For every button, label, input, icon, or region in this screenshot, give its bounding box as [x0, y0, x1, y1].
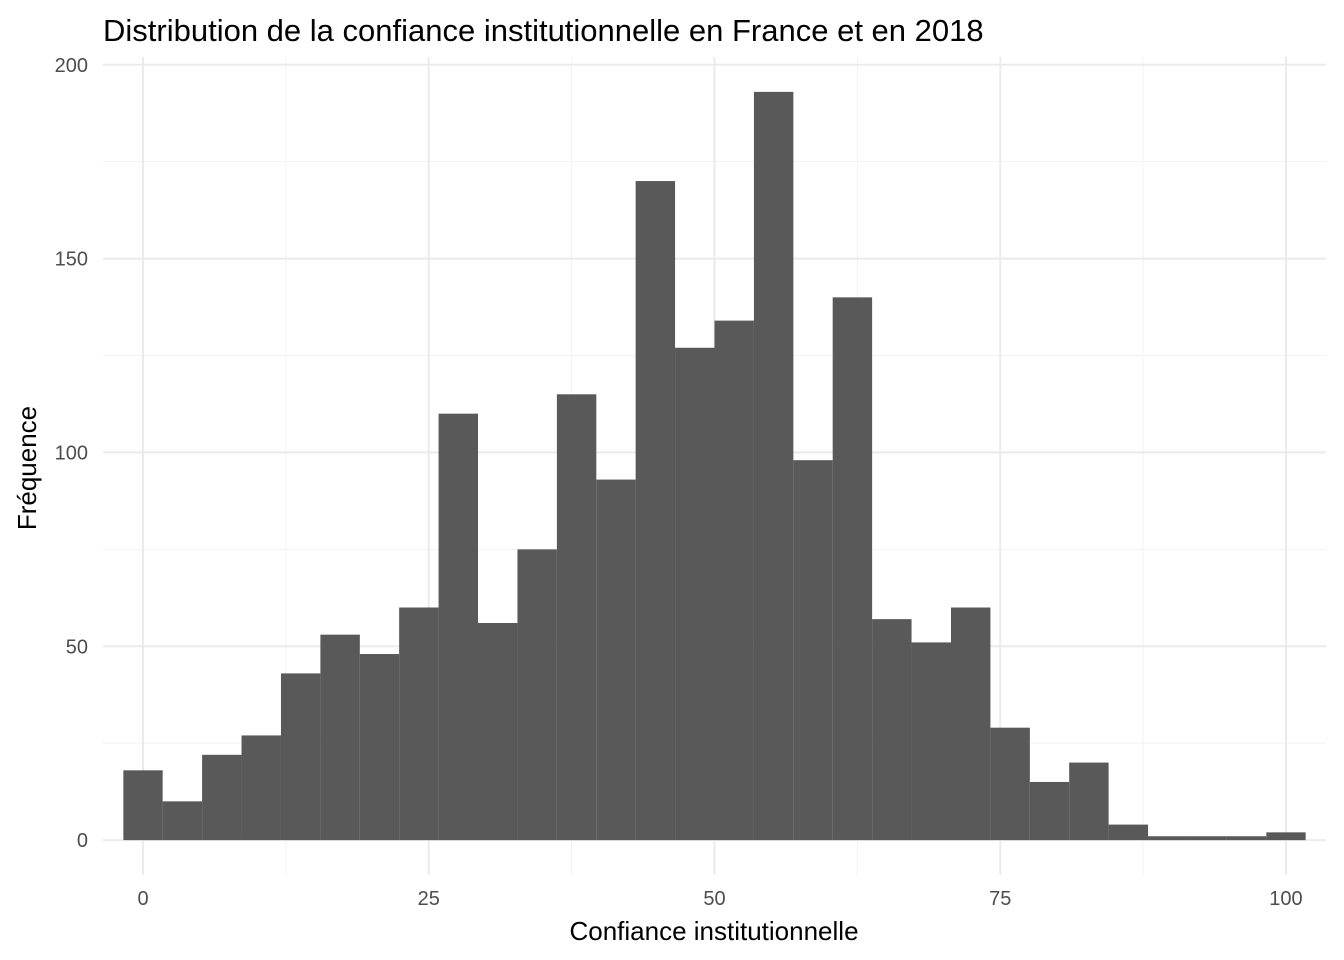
- histogram-bar: [872, 619, 912, 841]
- x-tick-label: 0: [137, 888, 148, 910]
- histogram-bar: [1148, 836, 1188, 841]
- y-tick-label: 100: [55, 442, 88, 464]
- x-axis-title: Confiance institutionnelle: [569, 916, 858, 946]
- histogram-bar: [635, 181, 676, 841]
- histogram-bar: [241, 735, 281, 841]
- y-tick-label: 0: [77, 830, 88, 852]
- histogram-bar: [280, 673, 321, 841]
- histogram-bar: [359, 654, 400, 841]
- y-tick-label: 150: [55, 249, 88, 271]
- histogram-bar: [517, 549, 557, 841]
- histogram-bar: [793, 460, 833, 841]
- histogram-bar: [438, 413, 479, 841]
- histogram-bar: [753, 91, 794, 841]
- histogram-bar: [202, 754, 242, 841]
- x-tick-label: 25: [418, 888, 440, 910]
- histogram-bar: [1108, 824, 1149, 841]
- y-axis-title: Fréquence: [12, 406, 42, 530]
- x-tick-label: 75: [989, 888, 1011, 910]
- histogram-bar: [1187, 836, 1227, 841]
- histogram-bar: [399, 607, 439, 841]
- histogram-bars: [123, 91, 1306, 841]
- histogram-bar: [1266, 832, 1306, 841]
- histogram-bar: [596, 479, 636, 841]
- histogram-bar: [714, 320, 754, 841]
- x-tick-label: 100: [1269, 888, 1302, 910]
- histogram-bar: [556, 394, 597, 841]
- histogram-bar: [950, 607, 991, 841]
- y-tick-label: 200: [55, 55, 88, 77]
- histogram-bar: [990, 727, 1030, 841]
- histogram-bar: [1069, 762, 1109, 841]
- chart-title: Distribution de la confiance institution…: [103, 13, 984, 48]
- histogram-bar: [162, 801, 203, 841]
- histogram-bar: [478, 623, 518, 841]
- x-axis-tick-labels: 0 25 50 75 100: [137, 888, 1302, 910]
- histogram-bar: [675, 347, 715, 841]
- histogram-bar: [911, 642, 951, 841]
- histogram-bar: [1226, 836, 1267, 841]
- histogram-bar: [1029, 781, 1070, 841]
- x-tick-label: 50: [703, 888, 725, 910]
- y-axis-tick-labels: 0 50 100 150 200: [55, 55, 88, 852]
- y-tick-label: 50: [66, 636, 88, 658]
- histogram-bar: [320, 634, 360, 841]
- histogram-bar: [123, 770, 163, 841]
- histogram-bar: [832, 297, 873, 841]
